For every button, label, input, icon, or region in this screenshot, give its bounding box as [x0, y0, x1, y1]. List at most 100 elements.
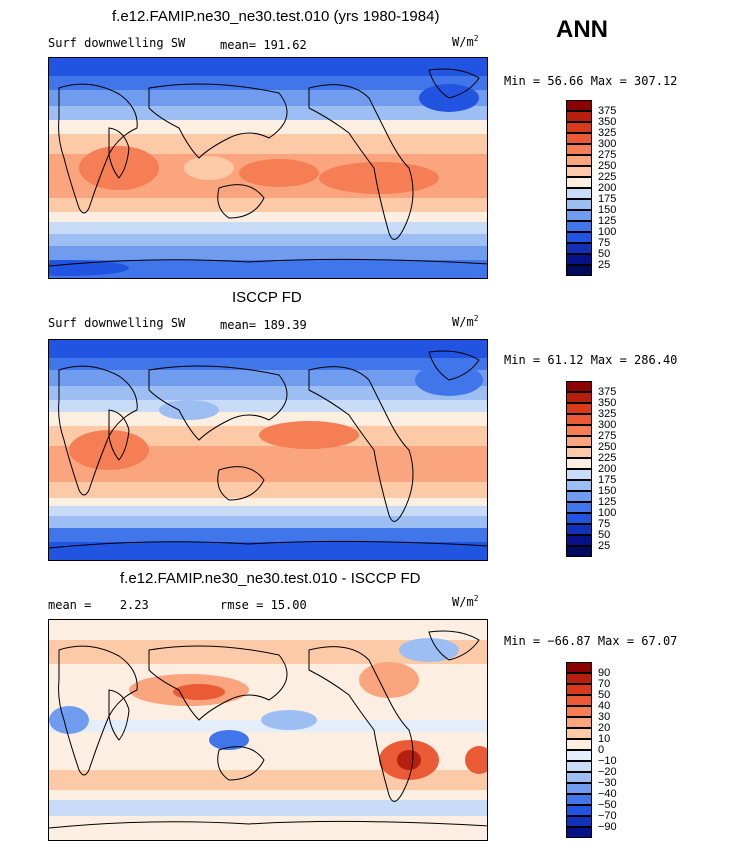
- colorbar-2-label: 225: [598, 452, 617, 464]
- panel2-units-text: W/m: [452, 315, 474, 329]
- colorbar-2-swatch: [566, 469, 592, 480]
- colorbar-3-swatch: [566, 816, 592, 827]
- panel1-units-text: W/m: [452, 35, 474, 49]
- panel3-blob: [209, 730, 249, 750]
- colorbar-2-swatch: [566, 425, 592, 436]
- panel2-band: [49, 482, 487, 498]
- panel1-mean-label: mean=: [220, 38, 257, 52]
- panel2-band: [49, 400, 487, 412]
- panel3-rmse-value: 15.00: [270, 598, 307, 612]
- colorbar-3-swatch: [566, 728, 592, 739]
- colorbar-3-swatch: [566, 739, 592, 750]
- colorbar-3-swatch: [566, 706, 592, 717]
- colorbar-2-swatch: [566, 546, 592, 557]
- colorbar-2-swatch: [566, 381, 592, 392]
- panel3-map: [48, 619, 488, 841]
- panel2-variable-label: Surf downwelling SW: [48, 316, 186, 330]
- panel1-band: [49, 260, 487, 278]
- colorbar-2-label: 325: [598, 408, 617, 420]
- colorbar-3-label: 30: [598, 711, 611, 723]
- panel2-map-svg: [49, 340, 487, 560]
- colorbar-1-label: 25: [598, 259, 611, 271]
- colorbar-1-label: 250: [598, 160, 617, 172]
- panel1-band: [49, 76, 487, 90]
- panel3-map-svg: [49, 620, 487, 840]
- panel1-band: [49, 134, 487, 154]
- panel3-coastlines: [49, 630, 487, 829]
- panel1-mean: mean= 191.62: [220, 38, 307, 52]
- panel3-rmse-label: rmse =: [220, 598, 264, 612]
- colorbar-2-label: 300: [598, 419, 617, 431]
- colorbar-3-swatch: [566, 783, 592, 794]
- colorbar-2-swatch: [566, 535, 592, 546]
- panel1-band: [49, 58, 487, 76]
- colorbar-2-label: 200: [598, 463, 617, 475]
- panel1-band: [49, 198, 487, 212]
- panel3-mean: mean = 2.23: [48, 598, 149, 612]
- colorbar-3-label: −30: [598, 777, 617, 789]
- colorbar-1-label: 375: [598, 105, 617, 117]
- colorbar-2-label: 50: [598, 529, 611, 541]
- colorbar-1-swatch: [566, 111, 592, 122]
- panel3-blob: [465, 746, 487, 774]
- colorbar-2-swatch: [566, 458, 592, 469]
- colorbar-1-swatch: [566, 133, 592, 144]
- panel1-blob: [79, 146, 159, 190]
- panel1-mean-value: 191.62: [263, 38, 307, 52]
- colorbar-2-swatch: [566, 403, 592, 414]
- colorbar-1-label: 50: [598, 248, 611, 260]
- panel3-minmax: Min = −66.87 Max = 67.07: [504, 634, 678, 648]
- colorbar-1-label: 175: [598, 193, 617, 205]
- colorbar-1-label: 225: [598, 171, 617, 183]
- colorbar-1-swatch: [566, 166, 592, 177]
- colorbar-1-swatch: [566, 100, 592, 111]
- panel3-mean-value: 2.23: [119, 598, 149, 612]
- colorbar-3-label: 70: [598, 678, 611, 690]
- colorbar-2-swatch: [566, 414, 592, 425]
- season-label: ANN: [556, 16, 608, 43]
- panel2-band: [49, 358, 487, 370]
- colorbar-1-label: 150: [598, 204, 617, 216]
- colorbar-2-swatch: [566, 447, 592, 458]
- panel1-coastlines: [49, 68, 487, 267]
- colorbar-1-label: 125: [598, 215, 617, 227]
- colorbar-3-swatch: [566, 772, 592, 783]
- colorbar-1-swatch: [566, 199, 592, 210]
- panel1-band: [49, 212, 487, 222]
- colorbar-1-swatch: [566, 221, 592, 232]
- panel1-variable-label: Surf downwelling SW: [48, 36, 186, 50]
- panel3-blob: [399, 638, 459, 662]
- colorbar-2-swatch: [566, 513, 592, 524]
- colorbar-3-label: −40: [598, 788, 617, 800]
- panel2-band: [49, 542, 487, 560]
- panel2-band: [49, 370, 487, 386]
- panel1-minmax: Min = 56.66 Max = 307.12: [504, 74, 678, 88]
- panel2-band: [49, 340, 487, 358]
- colorbar-1-swatch: [566, 177, 592, 188]
- panel2-title: ISCCP FD: [232, 289, 302, 306]
- panel2-band: [49, 506, 487, 516]
- colorbar-2-label: 25: [598, 540, 611, 552]
- panel2-blob: [259, 421, 359, 449]
- panel3-title: f.e12.FAMIP.ne30_ne30.test.010 - ISCCP F…: [120, 570, 421, 587]
- colorbar-3-label: 0: [598, 744, 605, 756]
- colorbar-3-swatch: [566, 695, 592, 706]
- colorbar-1-swatch: [566, 243, 592, 254]
- colorbar-3-label: −20: [598, 766, 617, 778]
- panel2-mean-label: mean=: [220, 318, 257, 332]
- panel1-blob: [184, 156, 234, 180]
- colorbar-2-swatch: [566, 392, 592, 403]
- panel1-units-exp: 2: [473, 34, 479, 43]
- panel1-units: W/m2: [452, 34, 479, 49]
- colorbar-3-label: −90: [598, 821, 617, 833]
- panel2-band: [49, 516, 487, 528]
- panel2-map: [48, 339, 488, 561]
- panel1-band: [49, 246, 487, 260]
- colorbar-1-label: 325: [598, 127, 617, 139]
- panel2-blob: [159, 400, 219, 420]
- colorbar-2-label: 125: [598, 496, 617, 508]
- colorbar-1-label: 275: [598, 149, 617, 161]
- colorbar-3-label: −70: [598, 810, 617, 822]
- colorbar-1-swatch: [566, 210, 592, 221]
- panel2-mean: mean= 189.39: [220, 318, 307, 332]
